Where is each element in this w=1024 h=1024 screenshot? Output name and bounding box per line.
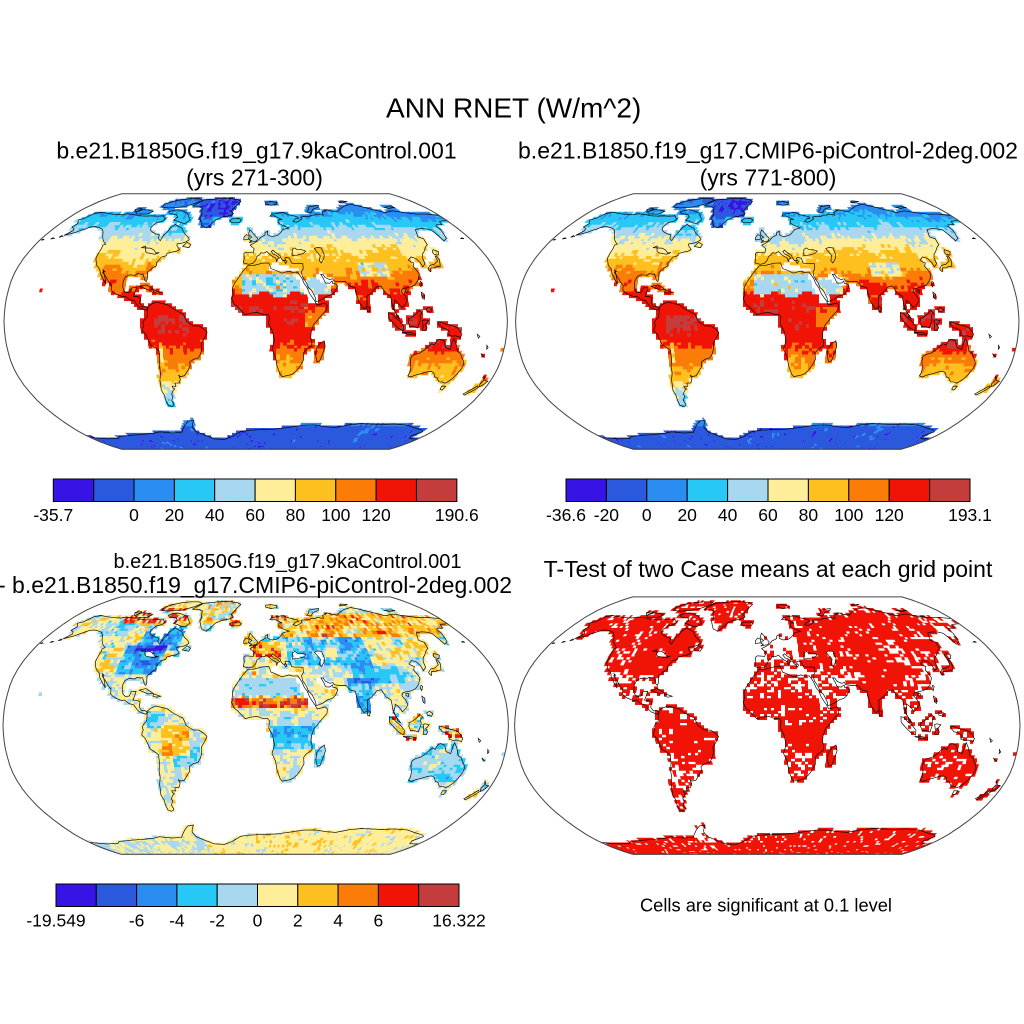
svg-text:-2: -2 [209,911,225,931]
svg-text:6: 6 [374,911,384,931]
svg-text:16.322: 16.322 [432,911,486,931]
svg-text:2: 2 [293,911,303,931]
svg-text:120: 120 [875,505,904,525]
svg-text:20: 20 [677,505,697,525]
svg-text:60: 60 [245,505,265,525]
svg-text:ANN RNET (W/m^2): ANN RNET (W/m^2) [386,93,641,124]
svg-text:-20: -20 [594,505,620,525]
svg-text:-19.549: -19.549 [26,911,85,931]
svg-text:(yrs 271-300): (yrs 271-300) [186,165,323,191]
svg-text:-6: -6 [129,911,145,931]
svg-text:b.e21.B1850G.f19_g17.9kaContro: b.e21.B1850G.f19_g17.9kaControl.001 [113,551,461,573]
svg-text:4: 4 [333,911,343,931]
svg-text:b.e21.B1850.f19_g17.CMIP6-piCo: b.e21.B1850.f19_g17.CMIP6-piControl-2deg… [518,138,1018,164]
svg-text:193.1: 193.1 [948,505,992,525]
svg-text:100: 100 [834,505,863,525]
svg-text:-35.7: -35.7 [33,505,73,525]
svg-text:0: 0 [129,505,139,525]
svg-text:40: 40 [205,505,225,525]
svg-text:(yrs 771-800): (yrs 771-800) [700,165,837,191]
svg-text:- b.e21.B1850.f19_g17.CMIP6-pi: - b.e21.B1850.f19_g17.CMIP6-piControl-2d… [0,572,512,598]
svg-text:80: 80 [799,505,819,525]
svg-text:0: 0 [253,911,263,931]
svg-text:-36.6: -36.6 [546,505,586,525]
svg-text:Cells are significant at 0.1 l: Cells are significant at 0.1 level [640,895,892,916]
svg-text:20: 20 [165,505,185,525]
svg-text:190.6: 190.6 [435,505,479,525]
svg-text:T-Test of two Case means at ea: T-Test of two Case means at each grid po… [544,556,993,582]
svg-text:0: 0 [642,505,652,525]
svg-text:-4: -4 [169,911,185,931]
svg-text:120: 120 [361,505,390,525]
svg-text:40: 40 [718,505,738,525]
svg-text:100: 100 [321,505,350,525]
svg-text:b.e21.B1850G.f19_g17.9kaContro: b.e21.B1850G.f19_g17.9kaControl.001 [56,138,456,164]
svg-text:80: 80 [286,505,306,525]
svg-text:60: 60 [758,505,778,525]
